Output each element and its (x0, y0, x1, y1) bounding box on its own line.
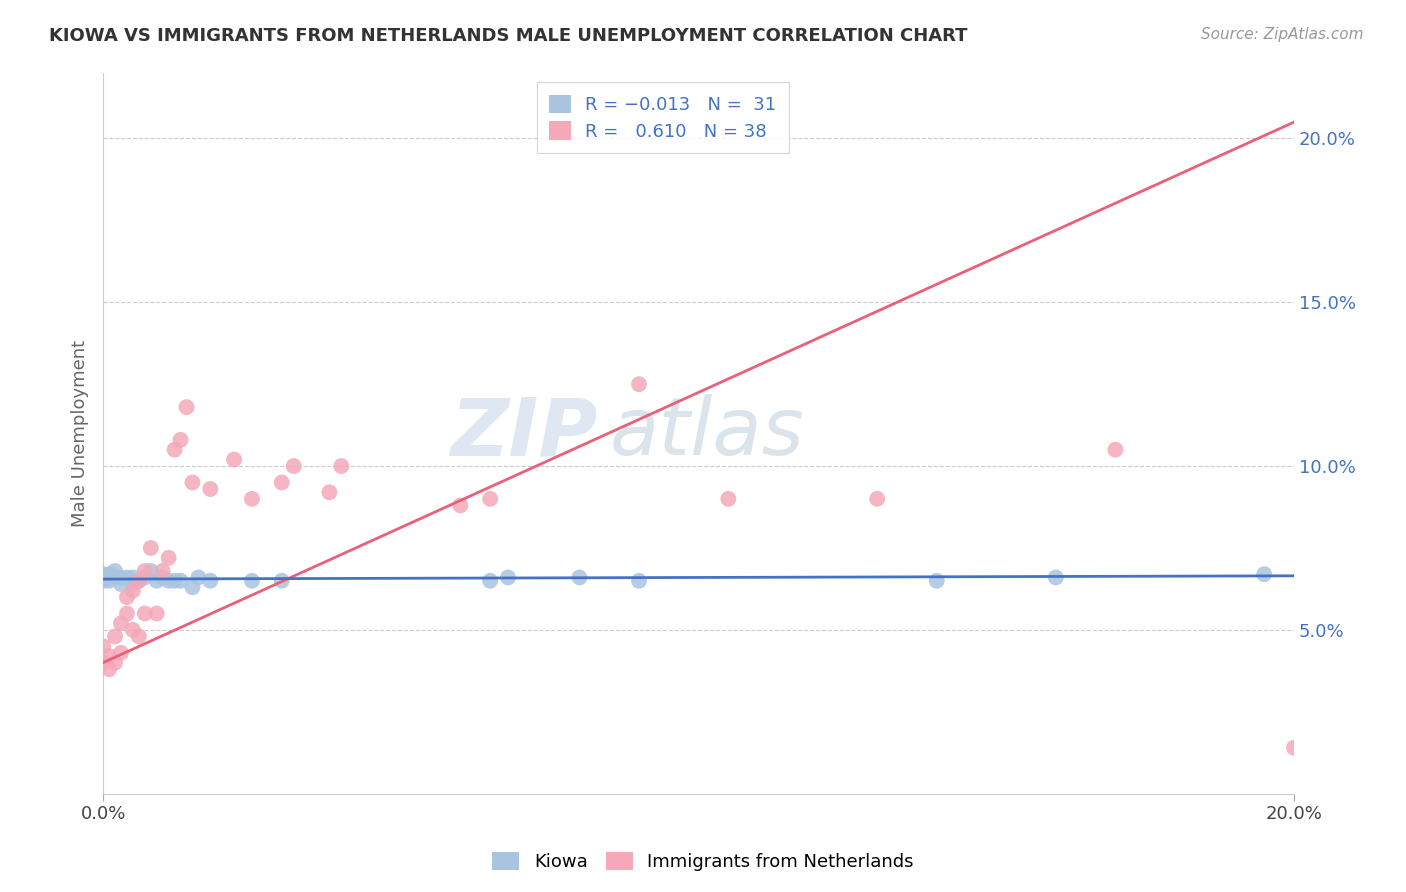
Point (104, 656, 127, 670)
Point (181, 580, 204, 594)
Point (134, 564, 156, 578)
Legend: Kiowa, Immigrants from Netherlands: Kiowa, Immigrants from Netherlands (485, 845, 921, 879)
Point (1253, 567, 1275, 582)
Point (224, 452, 246, 467)
Point (157, 550, 180, 565)
Point (163, 442, 186, 457)
Point (115, 590, 138, 604)
Text: ZIP: ZIP (450, 394, 598, 473)
Point (98, 574, 121, 588)
Point (98, 567, 121, 582)
Text: atlas: atlas (609, 394, 804, 473)
Point (1282, 740, 1305, 755)
Point (169, 574, 191, 588)
Point (330, 459, 353, 474)
Point (110, 577, 132, 591)
Point (163, 574, 186, 588)
Point (627, 574, 650, 588)
Point (169, 433, 191, 447)
Point (128, 574, 150, 588)
Point (91, 567, 114, 582)
Point (152, 570, 174, 584)
Point (145, 574, 167, 588)
Point (128, 574, 150, 588)
Point (110, 646, 132, 660)
Point (187, 570, 209, 584)
Legend: R = −0.013   N =  31, R =   0.610   N = 38: R = −0.013 N = 31, R = 0.610 N = 38 (537, 82, 789, 153)
Y-axis label: Male Unemployment: Male Unemployment (72, 340, 89, 527)
Point (717, 491, 740, 506)
Point (200, 574, 222, 588)
Point (1104, 442, 1126, 457)
Point (181, 475, 204, 490)
Point (240, 491, 263, 506)
Point (145, 607, 167, 621)
Point (122, 577, 145, 591)
Text: Source: ZipAtlas.com: Source: ZipAtlas.com (1201, 27, 1364, 42)
Point (122, 583, 145, 598)
Point (139, 564, 162, 578)
Text: KIOWA VS IMMIGRANTS FROM NETHERLANDS MALE UNEMPLOYMENT CORRELATION CHART: KIOWA VS IMMIGRANTS FROM NETHERLANDS MAL… (49, 27, 967, 45)
Point (115, 607, 138, 621)
Point (134, 570, 156, 584)
Point (270, 574, 292, 588)
Point (568, 570, 591, 584)
Point (134, 607, 156, 621)
Point (479, 491, 502, 506)
Point (627, 377, 650, 392)
Point (104, 564, 127, 578)
Point (200, 482, 222, 496)
Point (91, 640, 114, 654)
Point (318, 485, 340, 500)
Point (240, 574, 263, 588)
Point (110, 616, 132, 631)
Point (176, 400, 198, 414)
Point (122, 623, 145, 637)
Point (283, 459, 305, 474)
Point (157, 574, 180, 588)
Point (104, 570, 127, 584)
Point (128, 629, 150, 643)
Point (925, 574, 948, 588)
Point (98, 649, 121, 664)
Point (866, 491, 889, 506)
Point (91, 656, 114, 670)
Point (496, 570, 519, 584)
Point (449, 499, 471, 513)
Point (270, 475, 292, 490)
Point (115, 570, 138, 584)
Point (122, 570, 145, 584)
Point (98, 662, 121, 676)
Point (479, 574, 502, 588)
Point (91, 574, 114, 588)
Point (1045, 570, 1067, 584)
Point (104, 629, 127, 643)
Point (110, 570, 132, 584)
Point (139, 541, 162, 555)
Point (152, 564, 174, 578)
